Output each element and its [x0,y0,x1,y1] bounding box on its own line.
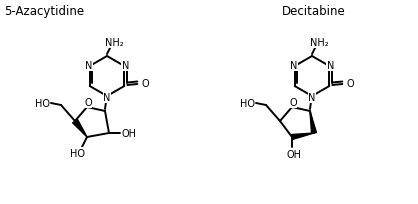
Text: N: N [326,61,334,71]
Text: N: N [103,93,111,102]
Polygon shape [73,120,87,137]
Text: N: N [85,61,92,71]
Text: N: N [290,61,297,71]
Text: O: O [347,79,354,89]
Text: NH₂: NH₂ [104,38,123,48]
Text: HO: HO [240,99,255,109]
Text: 5-Azacytidine: 5-Azacytidine [4,5,84,18]
Text: O: O [142,79,149,89]
Text: N: N [308,93,316,102]
Text: O: O [289,98,297,108]
Text: Decitabine: Decitabine [282,5,346,18]
Text: N: N [122,61,129,71]
Text: HO: HO [69,148,84,158]
Polygon shape [291,133,314,140]
Text: O: O [84,98,92,108]
Text: HO: HO [35,99,49,109]
Text: OH: OH [286,149,301,159]
Polygon shape [310,111,316,134]
Text: OH: OH [122,128,137,138]
Text: NH₂: NH₂ [310,38,328,48]
